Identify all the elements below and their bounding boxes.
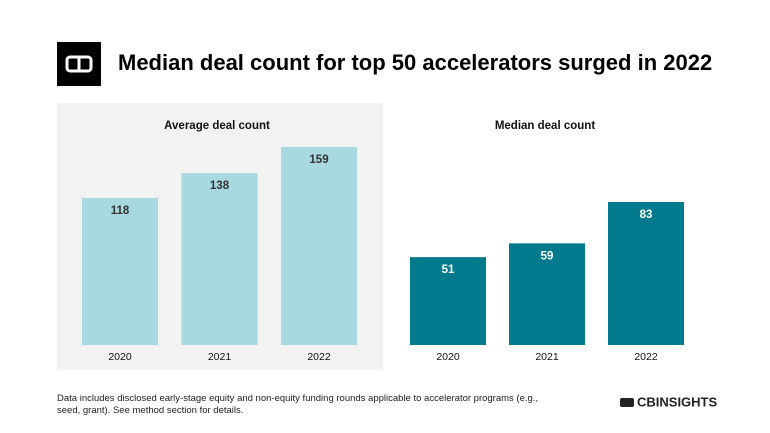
bar xyxy=(82,198,158,345)
chart-title: Average deal count xyxy=(164,120,270,132)
value-label: 51 xyxy=(442,264,455,276)
value-label: 138 xyxy=(210,180,230,192)
value-label: 59 xyxy=(541,250,554,262)
bar xyxy=(181,173,258,345)
x-tick-label: 2020 xyxy=(436,351,460,363)
x-tick-label: 2022 xyxy=(634,351,658,363)
value-label: 83 xyxy=(640,209,653,221)
bar xyxy=(281,147,357,345)
value-label: 118 xyxy=(111,205,130,217)
page-title: Median deal count for top 50 accelerator… xyxy=(118,50,712,75)
logo-text: CBINSIGHTS xyxy=(637,394,718,409)
bar xyxy=(410,257,486,345)
bar xyxy=(509,243,585,345)
value-label: 159 xyxy=(309,154,328,166)
footnote: Data includes disclosed early-stage equi… xyxy=(57,393,539,416)
bar xyxy=(608,202,684,345)
chart-title: Median deal count xyxy=(495,120,595,132)
logo-icon xyxy=(620,398,634,407)
x-tick-label: 2021 xyxy=(208,351,232,363)
x-tick-label: 2020 xyxy=(108,351,132,363)
x-tick-label: 2021 xyxy=(535,351,559,363)
x-tick-label: 2022 xyxy=(307,351,331,363)
